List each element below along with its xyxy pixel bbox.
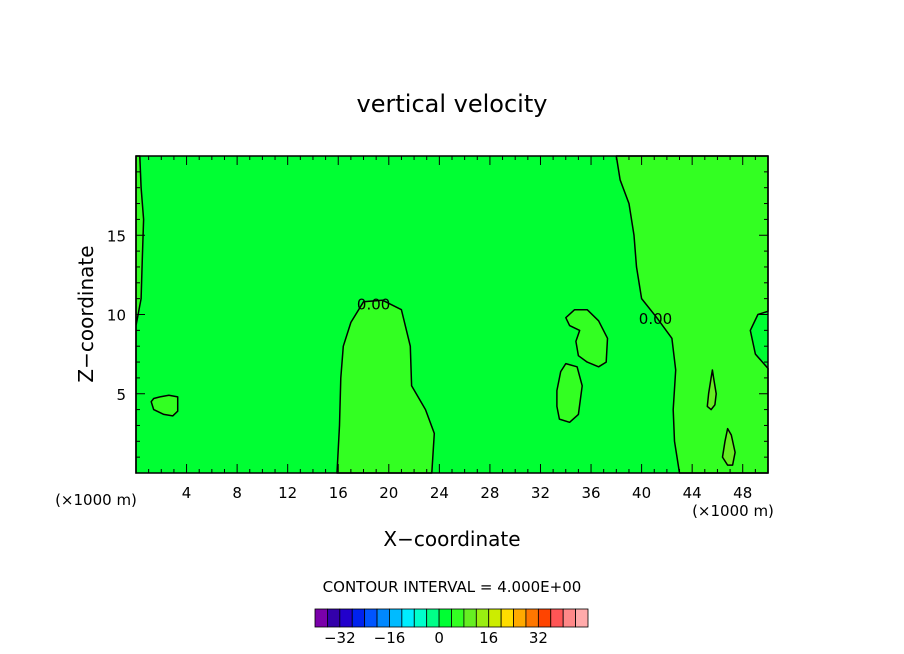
contour-region-5 bbox=[150, 394, 179, 417]
x-tick-label: 32 bbox=[531, 484, 550, 502]
colorbar-tick-label: 32 bbox=[529, 629, 548, 647]
y-axis-label: Z−coordinate bbox=[74, 245, 98, 382]
contour-labels: 0.00 0.00 bbox=[357, 295, 672, 327]
contour-region-2 bbox=[615, 155, 769, 474]
colorbar-swatch bbox=[364, 608, 378, 628]
colorbar-swatch bbox=[488, 608, 502, 628]
contour-regions bbox=[135, 155, 769, 474]
y-tick-label: 10 bbox=[107, 307, 126, 325]
x-tick-label: 8 bbox=[232, 484, 242, 502]
x-tick-label: 40 bbox=[632, 484, 651, 502]
contour-region-3 bbox=[556, 362, 583, 424]
colorbar-swatch bbox=[525, 608, 539, 628]
x-tick-label: 16 bbox=[329, 484, 348, 502]
colorbar-swatch bbox=[537, 608, 552, 628]
colorbar-tick-label: −32 bbox=[324, 629, 356, 647]
colorbar-swatch bbox=[475, 608, 490, 628]
colorbar-tick-labels: −32 −16 0 16 32 bbox=[324, 629, 548, 647]
x-tick-label: 28 bbox=[480, 484, 499, 502]
y-tick-label: 5 bbox=[116, 386, 126, 404]
colorbar-swatch bbox=[339, 608, 353, 628]
colorbar-swatch bbox=[513, 608, 527, 628]
colorbar-swatch bbox=[451, 608, 465, 628]
colorbar-swatch bbox=[426, 608, 440, 628]
colorbar-swatch bbox=[351, 608, 366, 628]
colorbar-tick-label: 16 bbox=[479, 629, 498, 647]
colorbar-tick-label: 0 bbox=[434, 629, 444, 647]
colorbar-swatch bbox=[562, 608, 576, 628]
colorbar-swatch bbox=[550, 608, 564, 628]
colorbar-swatch bbox=[500, 608, 514, 628]
colorbar-swatch bbox=[327, 608, 341, 628]
x-tick-label: 36 bbox=[581, 484, 600, 502]
colorbar-swatch bbox=[314, 608, 328, 628]
colorbar bbox=[314, 608, 589, 628]
contour-region-1 bbox=[336, 299, 436, 474]
colorbar-tick-label: −16 bbox=[374, 629, 406, 647]
contour-label-0: 0.00 bbox=[357, 295, 390, 313]
colorbar-swatch bbox=[413, 608, 428, 628]
x-axis-label: X−coordinate bbox=[383, 527, 520, 551]
contour-region-4 bbox=[565, 308, 609, 368]
x-unit-label-left: (×1000 m) bbox=[55, 491, 137, 509]
contour-region-6 bbox=[706, 369, 717, 411]
y-tick-label: 15 bbox=[107, 227, 126, 245]
chart-title: vertical velocity bbox=[357, 90, 548, 118]
x-tick-label: 20 bbox=[379, 484, 398, 502]
colorbar-swatch bbox=[575, 608, 589, 628]
x-tick-label: 44 bbox=[683, 484, 702, 502]
contour-interval-label: CONTOUR INTERVAL = 4.000E+00 bbox=[323, 578, 582, 596]
x-tick-label: 12 bbox=[278, 484, 297, 502]
colorbar-swatch bbox=[401, 608, 415, 628]
x-tick-label: 4 bbox=[182, 484, 192, 502]
x-tick-label: 48 bbox=[733, 484, 752, 502]
contour-region-7 bbox=[721, 427, 736, 466]
colorbar-swatch bbox=[376, 608, 390, 628]
colorbar-swatch bbox=[438, 608, 452, 628]
x-tick-label: 24 bbox=[430, 484, 449, 502]
contour-label-1: 0.00 bbox=[639, 310, 672, 328]
colorbar-swatch bbox=[389, 608, 403, 628]
colorbar-swatch bbox=[463, 608, 477, 628]
x-unit-label-right: (×1000 m) bbox=[692, 502, 774, 520]
